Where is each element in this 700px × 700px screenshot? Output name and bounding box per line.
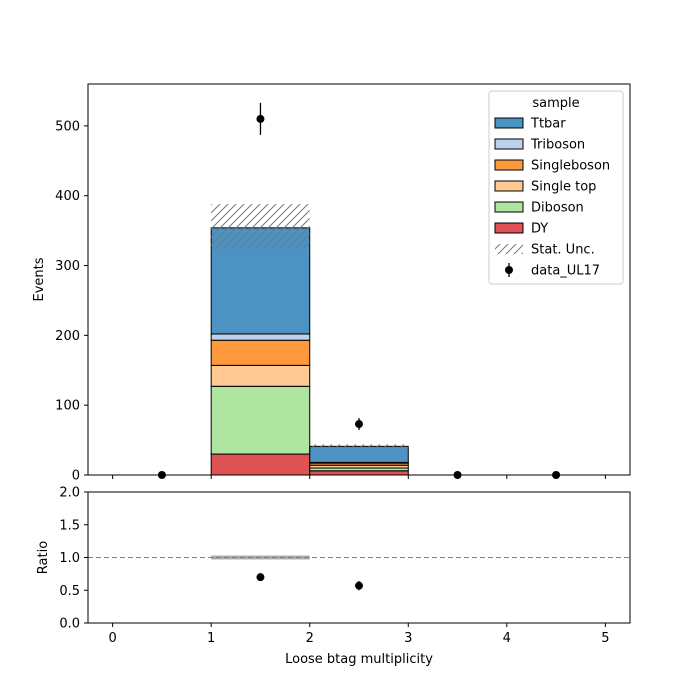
- legend-swatch-ttbar: [494, 117, 524, 129]
- legend-swatch-diboson: [494, 201, 524, 213]
- legend: sample Ttbar Triboson Singleboson Single to…: [488, 90, 624, 285]
- main-y-tick-label-400: 400: [55, 189, 80, 204]
- ratio-y-tick-label-0.5: 0.5: [59, 584, 80, 599]
- legend-label-singleboson: Singleboson: [531, 159, 610, 174]
- ratio-plot-area: [88, 555, 630, 591]
- data-point-1: [256, 114, 265, 123]
- main-y-tick-label-0: 0: [72, 469, 80, 484]
- legend-label-triboson: Triboson: [530, 138, 585, 153]
- main-y-tick-label-200: 200: [55, 329, 80, 344]
- legend-label-data-ul17: data_UL17: [531, 264, 600, 279]
- bar-single-top-bin-1: [210, 364, 311, 387]
- main-axes-frame: [87, 83, 631, 476]
- legend-label-dy: DY: [531, 222, 548, 237]
- x-tick-label-0: 0: [108, 631, 116, 646]
- legend-label-stat-unc: Stat. Unc.: [531, 243, 595, 258]
- data-point-2: [355, 420, 363, 429]
- legend-label-ttbar: Ttbar: [530, 117, 566, 132]
- legend-label-single-top: Single top: [531, 180, 596, 195]
- bar-dy-bin-2: [309, 470, 409, 476]
- main-y-tick-label-100: 100: [55, 399, 80, 414]
- ratio-axes: 0.0 0.5 1.0 1.5 2.0 0 1 2 3 4 5: [59, 486, 631, 646]
- bar-diboson-bin-1: [210, 385, 311, 455]
- legend-swatch-dy: [494, 222, 524, 234]
- ratio-point-0: [256, 573, 265, 582]
- x-tick-label-5: 5: [601, 631, 609, 646]
- ratio-y-tick-label-2.0: 2.0: [59, 486, 80, 501]
- bar-triboson-bin-1: [210, 333, 311, 341]
- stat-unc-bin-1: [211, 204, 310, 251]
- main-y-axis-label: Events: [32, 257, 47, 301]
- legend-label-diboson: Diboson: [531, 201, 584, 216]
- ratio-point-1: [355, 581, 363, 590]
- legend-swatch-stat-unc: [495, 244, 523, 254]
- bar-ttbar-bin-2: [309, 445, 409, 463]
- legend-title: sample: [532, 96, 579, 111]
- stat-uncertainty-bands: [211, 204, 409, 449]
- bar-singleboson-bin-1: [210, 339, 311, 366]
- legend-swatch-singleboson: [494, 159, 524, 171]
- legend-swatch-single-top: [494, 180, 524, 192]
- main-axes: 0 100 200 300 400 500: [55, 83, 631, 484]
- ratio-y-tick-label-1.5: 1.5: [59, 518, 80, 533]
- main-panel: 0 100 200 300 400 500 Events: [32, 83, 631, 484]
- main-y-tick-label-300: 300: [55, 259, 80, 274]
- data-points: [157, 102, 561, 479]
- stat-unc-bin-2: [309, 444, 409, 449]
- ratio-y-tick-label-1.0: 1.0: [59, 551, 80, 566]
- x-tick-label-2: 2: [306, 631, 314, 646]
- legend-swatch-triboson: [494, 138, 524, 150]
- x-tick-label-3: 3: [404, 631, 412, 646]
- x-tick-label-1: 1: [207, 631, 215, 646]
- ratio-panel: 0.0 0.5 1.0 1.5 2.0 0 1 2 3 4 5 Ratio Loose btag m…: [36, 486, 631, 667]
- legend-entries: Ttbar Triboson Singleboson Single top Diboso…: [494, 117, 610, 279]
- main-y-tick-label-500: 500: [55, 119, 80, 134]
- x-tick-label-4: 4: [503, 631, 511, 646]
- ratio-y-axis-label: Ratio: [36, 541, 51, 574]
- ratio-y-tick-label-0.0: 0.0: [59, 617, 80, 632]
- x-axis-label: Loose btag multiplicity: [285, 652, 433, 667]
- bar-dy-bin-1: [210, 453, 311, 476]
- legend-data-marker: [505, 266, 513, 274]
